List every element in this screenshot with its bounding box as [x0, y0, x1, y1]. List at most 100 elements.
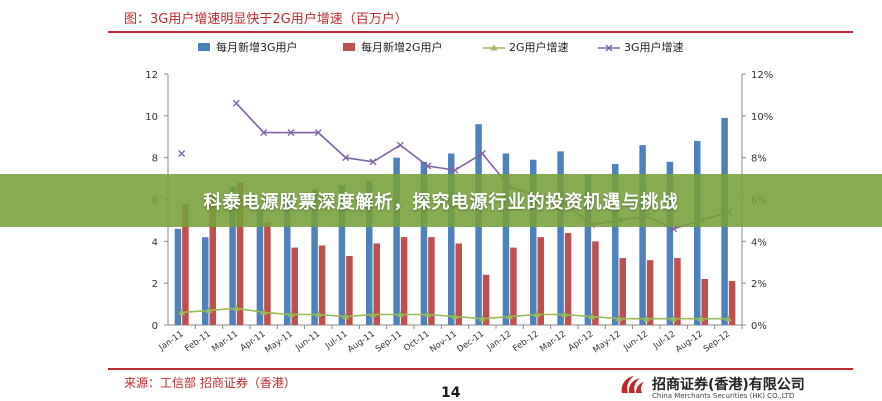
bar-2g — [236, 182, 244, 325]
page-number: 14 — [441, 385, 461, 401]
x-tick-label: Jun-11 — [293, 329, 322, 353]
figure-title: 图：3G用户增速明显快于2G用户增速（百万户） — [124, 12, 408, 27]
y2-tick-label: 4% — [751, 237, 767, 248]
marker-3g-growth — [260, 129, 268, 137]
bar-2g — [510, 247, 517, 325]
marker-3g-growth — [232, 99, 240, 107]
bar-2g — [428, 237, 435, 325]
bar-3g — [612, 163, 619, 325]
y2-tick-label: 8% — [751, 154, 767, 165]
x-tick-label: Mar-11 — [210, 329, 240, 354]
bar-2g — [537, 237, 544, 325]
bar-3g — [202, 237, 209, 325]
x-tick-label: Sep-12 — [702, 329, 732, 354]
bar-3g — [694, 140, 701, 325]
x-tick-label: May-12 — [591, 329, 622, 355]
bar-2g — [482, 274, 490, 325]
marker-2g-growth — [724, 315, 732, 322]
legend-label: 每月新增2G用户 — [361, 40, 443, 54]
legend-label: 3G用户增速 — [624, 40, 684, 54]
marker-2g-growth — [287, 311, 295, 318]
bar-2g — [318, 245, 326, 325]
bar-3g — [174, 228, 182, 325]
marker-2g-growth — [697, 315, 705, 322]
bar-2g — [264, 222, 271, 325]
marker-3g-growth — [424, 162, 432, 170]
y2-tick-label: 10% — [751, 112, 773, 123]
bar-2g — [400, 237, 408, 325]
marker-2g-growth — [478, 315, 486, 322]
marker-2g-growth — [205, 306, 213, 313]
marker-2g-growth — [506, 313, 514, 320]
marker-2g-growth — [533, 311, 541, 318]
bar-3g — [420, 161, 428, 325]
bar-2g — [373, 243, 380, 325]
x-tick-label: Jul-12 — [651, 329, 677, 352]
bar-2g — [646, 260, 654, 325]
x-tick-label: Feb-12 — [511, 329, 540, 354]
marker-3g-growth — [314, 129, 322, 137]
bar-2g — [728, 281, 736, 325]
bar-3g — [256, 209, 264, 325]
marker-2g-growth — [342, 313, 350, 320]
bar-3g — [448, 153, 455, 325]
x-tick-label: Apr-11 — [239, 329, 268, 353]
bar-3g — [584, 174, 592, 325]
logo-name-cn: 招商证券(香港)有限公司 — [652, 377, 805, 393]
marker-2g-growth — [670, 315, 678, 322]
marker-3g-growth — [478, 149, 486, 157]
legend-swatch — [198, 43, 210, 51]
bar-3g — [284, 197, 291, 325]
x-tick-label: May-11 — [263, 329, 294, 355]
marker-2g-growth — [424, 311, 432, 318]
x-tick-label: Apr-12 — [567, 329, 596, 353]
legend-marker — [605, 44, 613, 52]
bar-3g — [502, 153, 510, 325]
title-divider — [108, 31, 853, 33]
marker-2g-growth — [178, 308, 186, 315]
marker-2g-growth — [314, 311, 322, 318]
source-divider — [108, 368, 853, 370]
bar-2g — [209, 195, 216, 325]
x-tick-label: Sep-11 — [374, 329, 404, 354]
x-tick-label: Dec-11 — [455, 329, 486, 355]
marker-2g-growth — [588, 313, 596, 320]
legend-marker — [490, 44, 498, 51]
marker-3g-growth — [396, 141, 404, 149]
marker-3g-growth — [342, 154, 350, 162]
bar-3g — [311, 189, 318, 325]
bar-3g — [338, 184, 346, 325]
y-tick-label: 10 — [145, 112, 158, 123]
marker-2g-growth — [451, 313, 459, 320]
bar-3g — [666, 161, 674, 325]
legend-label: 2G用户增速 — [509, 40, 569, 54]
bar-2g — [291, 247, 298, 325]
bar-2g — [455, 243, 462, 325]
marker-3g-growth — [287, 129, 295, 137]
y-tick-label: 0 — [152, 321, 158, 332]
bar-2g — [182, 203, 189, 325]
y-tick-label: 2 — [152, 279, 158, 290]
x-tick-label: Oct-11 — [402, 329, 431, 354]
marker-2g-growth — [396, 311, 404, 318]
headline-banner: 科泰电源股票深度解析，探究电源行业的投资机遇与挑战 — [0, 174, 882, 227]
marker-2g-growth — [232, 304, 240, 311]
x-tick-label: Jan-11 — [157, 329, 186, 353]
bar-2g — [592, 241, 599, 325]
x-tick-label: Aug-11 — [346, 329, 377, 355]
source-note: 来源：工信部 招商证券（香港） — [124, 376, 296, 390]
marker-2g-growth — [260, 308, 268, 315]
bar-3g — [393, 157, 400, 325]
y2-tick-label: 2% — [751, 279, 767, 290]
company-logo: 招商证券(香港)有限公司 China Merchants Securities … — [618, 373, 850, 400]
x-tick-label: Nov-11 — [428, 329, 459, 355]
marker-3g-growth — [451, 166, 459, 174]
bar-3g — [530, 159, 537, 325]
bar-2g — [346, 255, 353, 325]
y-tick-label: 12 — [145, 70, 158, 81]
y2-tick-label: 0% — [751, 321, 767, 332]
x-tick-label: Aug-12 — [674, 329, 705, 355]
marker-2g-growth — [642, 315, 650, 322]
bar-3g — [366, 180, 373, 325]
x-tick-label: Jul-11 — [323, 329, 349, 352]
